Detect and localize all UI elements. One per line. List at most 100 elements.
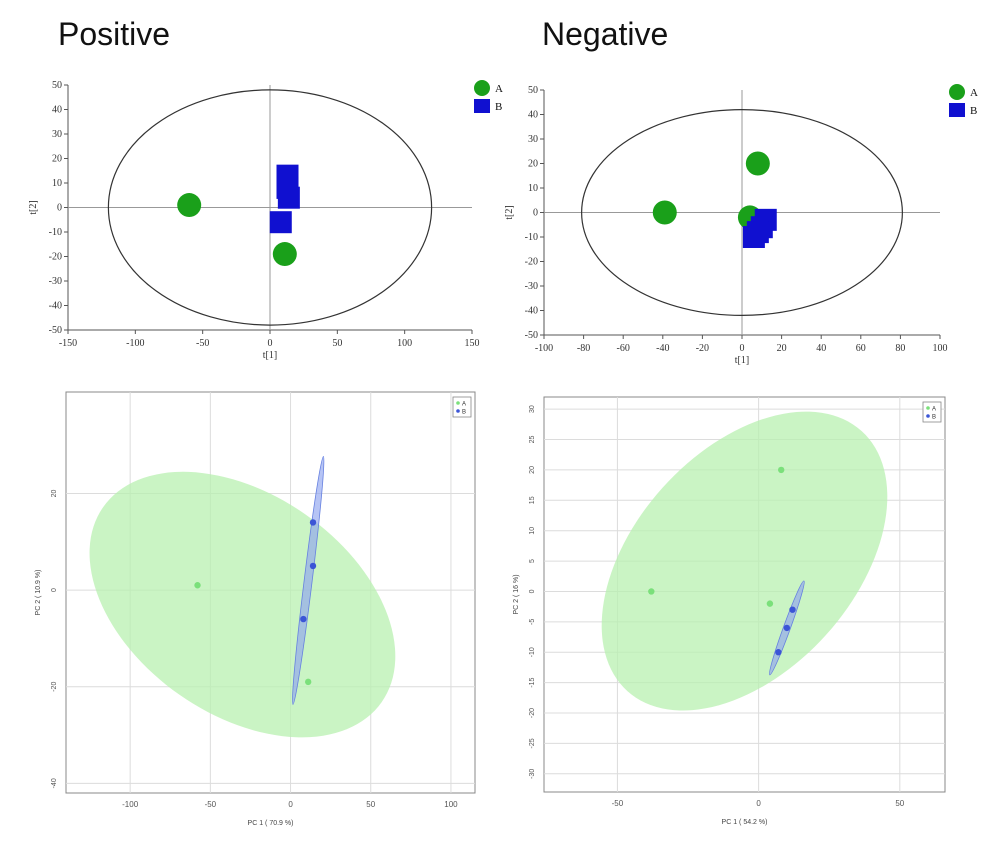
y-tick-label: 25 <box>529 436 536 444</box>
y-tick-label: -10 <box>529 647 536 657</box>
x-tick-label: -100 <box>122 800 139 809</box>
legend-marker-A <box>456 401 460 405</box>
y-tick-label: -40 <box>49 301 62 312</box>
y-tick-label: -50 <box>525 330 538 341</box>
x-axis-label: PC 1 ( 70.9 %) <box>248 820 294 827</box>
y-tick-label: 30 <box>529 405 536 413</box>
legend-label-B: B <box>462 410 466 416</box>
x-tick-label: 50 <box>366 800 375 809</box>
x-tick-label: -100 <box>126 338 144 349</box>
legend-marker-A <box>926 406 930 410</box>
x-tick-label: -20 <box>696 343 709 354</box>
positive-pca-svg: -100 -50 0 50 100 20 0 -20 -40 PC 1 ( 70.9 %) PC 2… <box>35 391 476 827</box>
x-tick-label: 0 <box>268 338 273 349</box>
y-tick-label: 20 <box>528 159 538 170</box>
y-tick-label: -40 <box>51 778 58 788</box>
legend-label-B: B <box>932 415 936 421</box>
y-tick-label: -20 <box>525 257 538 268</box>
negative-score-plot: -100 -80 -60 -40 -20 0 20 40 60 80 100 50 40 30 20 10 0-… <box>495 0 990 385</box>
x-axis-label: PC 1 ( 54.2 %) <box>722 819 768 826</box>
y-tick-label: -25 <box>529 738 536 748</box>
legend-label-A: A <box>495 83 503 95</box>
x-axis-label: t[1] <box>263 350 277 361</box>
group-A-ellipse <box>601 411 888 711</box>
y-tick-label: -10 <box>49 227 62 238</box>
x-axis-label: t[1] <box>735 355 749 366</box>
negative-score-svg: -100 -80 -60 -40 -20 0 20 40 60 80 10050403020100-… <box>504 84 978 366</box>
y-tick-label: 0 <box>533 208 538 219</box>
legend-marker-B <box>926 414 930 418</box>
y-tick-label: 50 <box>528 85 538 96</box>
positive-score-svg: -150 -100 -50 0 50 100 15050403020100-10-20-30… <box>28 80 503 361</box>
x-tick-label: -80 <box>577 343 590 354</box>
legend-label-A: A <box>970 87 978 99</box>
y-tick-label: 0 <box>51 588 58 592</box>
y-tick-label: 30 <box>528 134 538 145</box>
x-tick-label: 100 <box>397 338 412 349</box>
hotelling-ellipse <box>107 89 433 326</box>
x-tick-label: 50 <box>332 338 342 349</box>
x-tick-label: -50 <box>612 799 624 808</box>
y-tick-label: 5 <box>529 559 536 563</box>
hotelling-ellipse <box>581 108 903 317</box>
y-axis-label: PC 2 ( 16 %) <box>513 574 520 614</box>
x-tick-label: -50 <box>205 800 217 809</box>
data-point-A <box>648 588 655 595</box>
data-point-B <box>775 649 782 656</box>
data-point-A <box>272 242 297 267</box>
y-tick-label: 20 <box>529 466 536 474</box>
data-point-A <box>304 678 312 686</box>
x-tick-label: 40 <box>816 343 826 354</box>
legend-label-A: A <box>462 402 466 408</box>
data-point-B <box>783 624 791 632</box>
y-tick-label: 30 <box>52 129 62 140</box>
y-tick-label: 50 <box>52 80 62 91</box>
x-tick-label: 80 <box>895 343 905 354</box>
y-axis-label: PC 2 ( 10.9 %) <box>35 570 42 616</box>
data-point-B <box>300 615 307 623</box>
data-point-A <box>766 600 774 607</box>
y-tick-label: -30 <box>49 276 62 287</box>
y-tick-label: 40 <box>52 105 62 116</box>
y-tick-label: -20 <box>51 682 58 692</box>
data-point-A <box>745 151 770 176</box>
data-point-B <box>309 519 317 526</box>
y-tick-label: 0 <box>529 589 536 593</box>
negative-column-title: Negative <box>542 16 669 52</box>
legend-marker-B <box>456 409 460 413</box>
x-tick-label: 60 <box>856 343 866 354</box>
data-point-B <box>309 562 317 570</box>
y-tick-label: -30 <box>525 281 538 292</box>
legend-marker-B <box>949 103 965 117</box>
data-point-B <box>269 211 292 234</box>
y-tick-label: -50 <box>49 325 62 336</box>
y-tick-label: -20 <box>49 252 62 263</box>
group-A-ellipse <box>89 471 396 738</box>
x-tick-label: -40 <box>656 343 669 354</box>
data-point-B <box>742 226 765 248</box>
data-point-A <box>194 582 201 589</box>
x-tick-label: 20 <box>777 343 787 354</box>
y-tick-label: -30 <box>529 769 536 779</box>
legend-marker-B <box>474 99 490 113</box>
y-tick-label: 40 <box>528 110 538 121</box>
x-tick-label: -60 <box>617 343 630 354</box>
data-point-A <box>652 200 677 225</box>
y-tick-label: 10 <box>52 178 62 189</box>
x-tick-label: 0 <box>756 799 761 808</box>
legend-label-A: A <box>932 407 936 413</box>
legend-marker-A <box>949 84 965 100</box>
y-tick-label: -40 <box>525 306 538 317</box>
positive-pca-plot: -100 -50 0 50 100 20 0 -20 -40 PC 1 ( 70.9 %) PC 2… <box>0 385 495 850</box>
y-tick-label: 10 <box>528 183 538 194</box>
x-tick-label: -150 <box>59 338 77 349</box>
data-point-B <box>789 606 796 613</box>
y-tick-label: -20 <box>529 708 536 718</box>
legend-marker-A <box>474 80 490 96</box>
data-point-A <box>177 193 202 218</box>
positive-score-plot: -150 -100 -50 0 50 100 150 50 40 30 20 10 0 -10 -20 -30… <box>0 0 503 385</box>
negative-pca-plot: -50 0 50 30 25 20 15 10 5 0 -5 -10 -15 -20 -25 -30 PC 1 … <box>495 385 990 850</box>
y-tick-label: 10 <box>529 527 536 535</box>
y-axis-label: t[2] <box>504 205 515 219</box>
y-axis-label: t[2] <box>28 200 39 214</box>
